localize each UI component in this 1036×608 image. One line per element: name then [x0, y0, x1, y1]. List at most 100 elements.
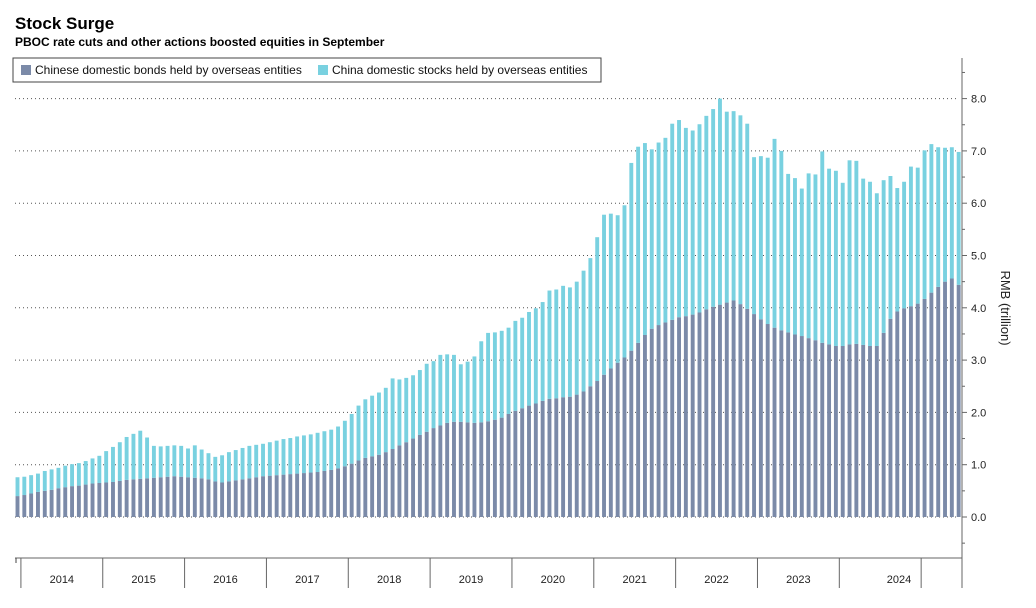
bar-stocks	[226, 452, 231, 482]
bar-stocks	[151, 445, 156, 478]
bar-bonds	[315, 472, 320, 517]
bar-bonds	[49, 489, 54, 517]
legend-label-bonds: Chinese domestic bonds held by overseas …	[35, 63, 302, 77]
bar-stocks	[711, 109, 716, 307]
bar-bonds	[288, 474, 293, 517]
bar-stocks	[718, 98, 722, 305]
bar-bonds	[247, 478, 252, 517]
bar-stocks	[874, 193, 879, 346]
bar-stocks	[622, 205, 627, 358]
bar-stocks	[820, 151, 825, 343]
bar-stocks	[868, 181, 872, 346]
bar-bonds	[929, 292, 934, 517]
bar-stocks	[301, 435, 306, 474]
bar-bonds	[15, 496, 20, 517]
bar-stocks	[840, 182, 845, 346]
bar-stocks	[383, 387, 388, 453]
x-tick-label: 2019	[459, 574, 483, 586]
bar-stocks	[186, 448, 190, 478]
bar-bonds	[833, 345, 838, 517]
bar-bonds	[615, 362, 620, 517]
bar-stocks	[363, 399, 368, 458]
bar-bonds	[240, 479, 245, 517]
bar-bonds	[192, 477, 197, 517]
bar-stocks	[949, 147, 954, 279]
bar-bonds	[581, 391, 586, 517]
bar-stocks	[642, 143, 647, 335]
bar-bonds	[383, 452, 388, 517]
bars-layer	[15, 98, 961, 517]
bar-stocks	[554, 289, 559, 399]
bar-stocks	[936, 147, 941, 287]
bar-stocks	[799, 188, 804, 337]
bar-bonds	[922, 298, 927, 517]
bar-bonds	[663, 322, 668, 517]
bar-bonds	[397, 445, 402, 517]
bar-bonds	[370, 456, 375, 517]
bar-stocks	[97, 455, 102, 484]
bar-bonds	[492, 419, 497, 517]
bar-bonds	[336, 468, 340, 517]
bar-stocks	[131, 433, 136, 480]
bar-stocks	[786, 173, 791, 333]
bar-bonds	[936, 286, 941, 517]
bar-stocks	[42, 470, 47, 491]
bar-stocks	[179, 445, 184, 477]
bar-bonds	[90, 483, 95, 517]
bar-bonds	[356, 460, 361, 517]
bar-bonds	[165, 476, 170, 517]
bar-bonds	[779, 330, 784, 517]
bar-stocks	[281, 439, 286, 475]
bar-bonds	[342, 466, 347, 517]
bar-stocks	[158, 446, 163, 478]
bar-stocks	[213, 456, 218, 482]
y-tick-label: 4.0	[971, 303, 986, 315]
bar-bonds	[799, 336, 804, 517]
y-tick-label: 0.0	[971, 512, 986, 524]
bar-stocks	[567, 287, 572, 397]
bar-stocks	[424, 363, 429, 432]
bar-bonds	[806, 338, 811, 517]
bar-stocks	[663, 137, 668, 323]
bar-stocks	[758, 156, 763, 320]
bar-bonds	[206, 479, 211, 517]
bar-stocks	[506, 327, 511, 414]
bar-bonds	[499, 417, 504, 517]
bar-stocks	[192, 445, 197, 478]
bar-stocks	[315, 432, 320, 473]
bar-bonds	[349, 463, 354, 517]
bar-stocks	[861, 178, 866, 345]
bar-bonds	[704, 309, 709, 517]
bar-bonds	[111, 481, 115, 517]
bar-stocks	[336, 426, 340, 469]
bar-bonds	[677, 317, 681, 517]
bar-stocks	[793, 178, 797, 335]
bar-bonds	[697, 312, 702, 517]
bar-bonds	[377, 454, 381, 517]
bar-stocks	[233, 450, 238, 481]
bar-bonds	[943, 281, 947, 517]
bar-stocks	[520, 317, 525, 409]
bar-stocks	[540, 302, 545, 401]
bar-bonds	[29, 493, 34, 517]
bar-bonds	[895, 311, 900, 517]
bar-bonds	[902, 308, 907, 517]
chart-title: Stock Surge	[15, 14, 115, 33]
bar-bonds	[847, 344, 852, 517]
bar-bonds	[554, 398, 559, 517]
bar-bonds	[295, 473, 300, 517]
bar-stocks	[745, 123, 750, 309]
legend: Chinese domestic bonds held by overseas …	[12, 57, 602, 83]
bar-stocks	[902, 181, 907, 309]
bar-bonds	[63, 487, 68, 517]
bar-stocks	[438, 354, 443, 426]
bar-bonds	[636, 342, 641, 517]
bar-stocks	[629, 162, 634, 351]
x-tick-label: 2018	[377, 574, 401, 586]
bar-stocks	[922, 150, 927, 299]
x-tick-label: 2024	[887, 574, 911, 586]
bar-stocks	[833, 170, 838, 346]
bar-bonds	[854, 343, 859, 517]
bar-stocks	[329, 429, 334, 470]
bar-bonds	[479, 422, 484, 517]
